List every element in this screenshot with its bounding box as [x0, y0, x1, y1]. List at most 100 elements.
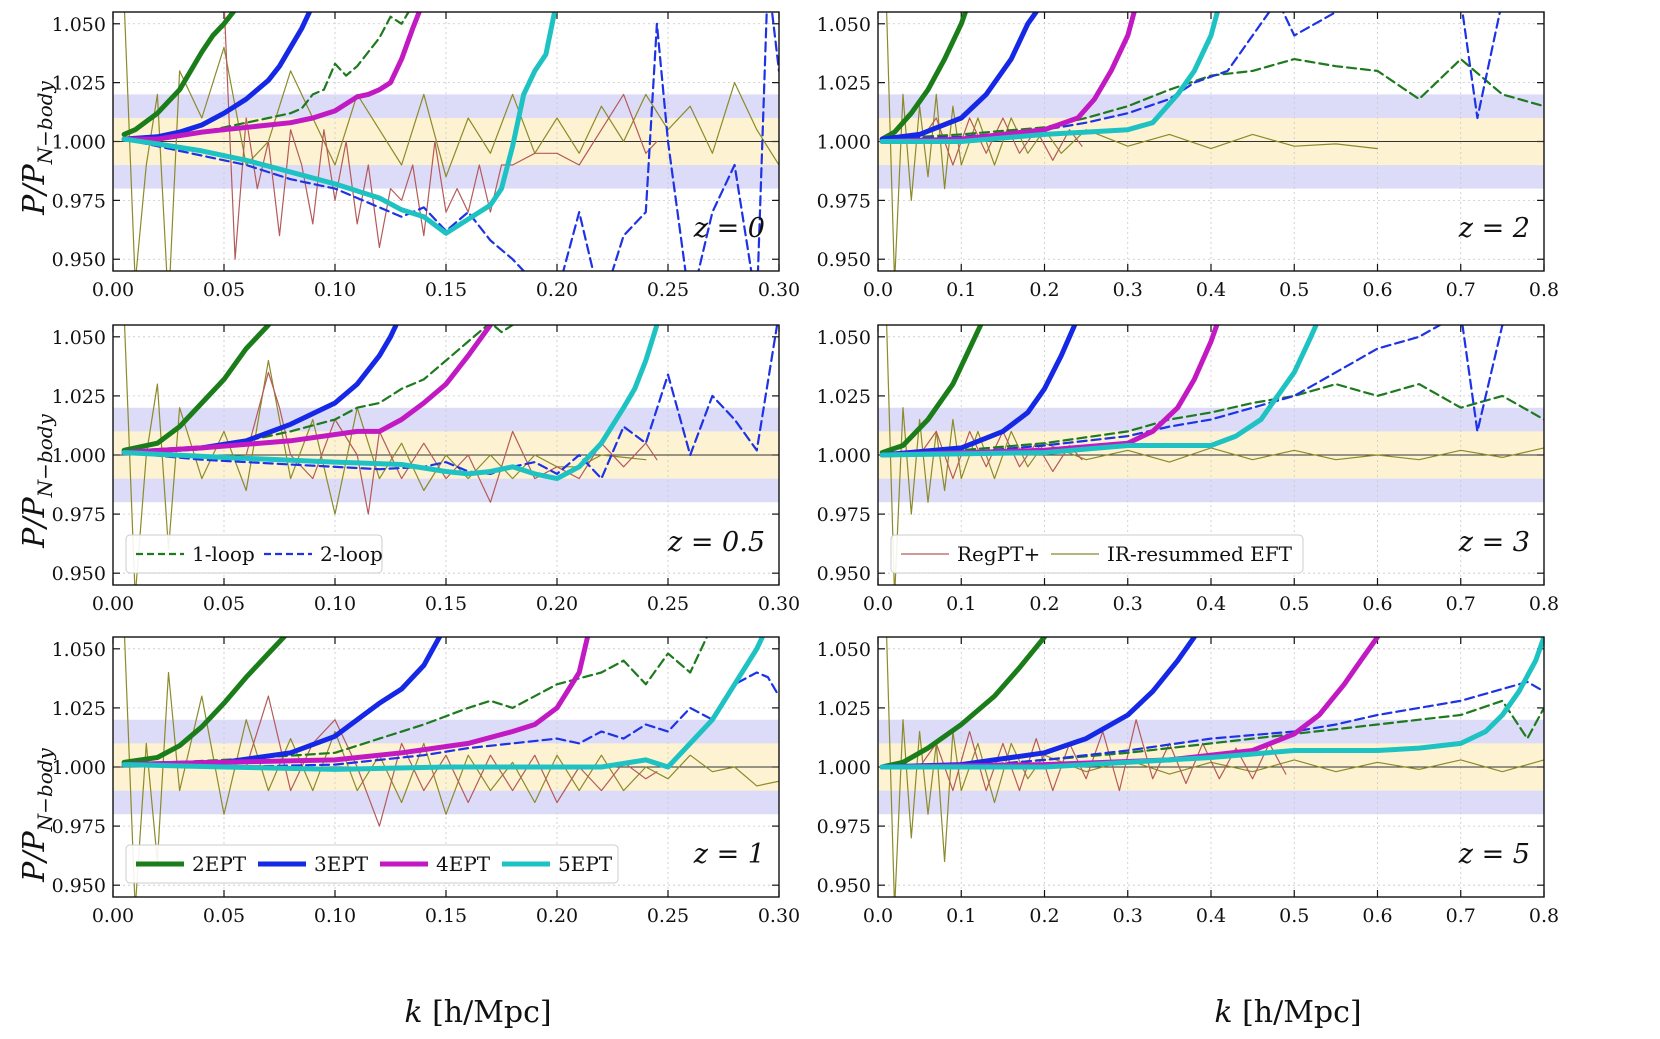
x-tick-label: 0.00: [92, 279, 134, 301]
y-tick-label: 1.025: [52, 73, 106, 95]
legend-loops: 1-loop 2-loop: [125, 534, 383, 574]
series-group: [121, 325, 779, 585]
y-tick-label: 1.025: [817, 386, 871, 408]
y-tick-label: 0.950: [817, 563, 871, 585]
series-ir-resummed-eft: [123, 637, 779, 897]
x-tick-label: 0.8: [1529, 905, 1559, 927]
panel-frame: [112, 636, 780, 898]
x-tick-label: 0.00: [92, 593, 134, 615]
series-2ept: [121, 12, 237, 137]
series-group: [121, 637, 779, 897]
series-regpt: [245, 695, 658, 827]
y-tick-label: 1.025: [817, 698, 871, 720]
x-tick-label: 0.0: [863, 593, 893, 615]
y-axis-label-row3: P/PN−body: [17, 747, 57, 882]
series-group: [121, 12, 779, 271]
x-tick-label: 0.7: [1446, 279, 1476, 301]
x-tick-label: 0.6: [1362, 279, 1392, 301]
y-tick-label: 1.025: [817, 73, 871, 95]
y-tick-label: 1.025: [52, 698, 106, 720]
y-axis-label-row2: P/PN−body: [17, 413, 57, 548]
y-tick-label: 1.000: [52, 132, 106, 154]
series-2ept: [879, 637, 1047, 770]
x-tick-label: 0.00: [92, 905, 134, 927]
x-tick-label: 0.8: [1529, 279, 1559, 301]
series-2-loop: [123, 12, 779, 271]
panel-1: 0.00 0.05 0.10 0.15 0.20 0.25 0.30 0.950 0.975 1.…: [52, 11, 800, 301]
x-tick-label: 0.20: [536, 279, 578, 301]
redshift-label: z = 2: [1458, 213, 1530, 244]
y-tick-label: 1.000: [817, 445, 871, 467]
panel-frame: [877, 11, 1545, 272]
y-tick-label: 0.950: [52, 563, 106, 585]
legend-label-5ept: 5EPT: [558, 852, 613, 876]
y-tick-label: 1.050: [52, 14, 106, 36]
series-2ept: [879, 12, 969, 142]
series-5ept: [121, 12, 558, 236]
redshift-label: z = 1: [693, 839, 765, 870]
x-tick-label: 0.0: [863, 279, 893, 301]
series-regpt: [223, 12, 658, 260]
series-3ept: [879, 12, 1040, 142]
y-tick-label: 1.000: [817, 132, 871, 154]
y-tick-label: 1.000: [52, 445, 106, 467]
legend-label-1-loop: 1-loop: [192, 542, 255, 566]
x-tick-label: 0.3: [1113, 905, 1143, 927]
y-tick-label: 0.975: [817, 190, 871, 212]
svg-text:P/PN−body: P/PN−body: [17, 747, 57, 882]
x-tick-label: 0.2: [1029, 593, 1059, 615]
x-tick-label: 0.30: [758, 593, 800, 615]
legend-thin: RegPT+ IR-resummed EFT: [890, 534, 1304, 574]
y-axis-label-row1: P/PN−body: [17, 80, 57, 215]
panel-6: 0.0 0.1 0.2 0.3 0.4 0.5 0.6 0.7 0.8 0.950 0.975 1.0…: [817, 636, 1559, 927]
svg-text:P/PN−body: P/PN−body: [17, 80, 57, 215]
ylabel-sub: N−body: [33, 413, 57, 498]
redshift-label: z = 5: [1458, 839, 1530, 870]
series-5ept: [121, 325, 660, 482]
x-tick-label: 0.20: [536, 905, 578, 927]
y-tick-label: 1.000: [817, 757, 871, 779]
ylabel-main: P/P: [17, 497, 52, 549]
legend-label-3ept: 3EPT: [314, 852, 369, 876]
x-axis-label-left: k [h/Mpc]: [404, 995, 551, 1030]
x-tick-label: 0.0: [863, 905, 893, 927]
series-1-loop: [123, 325, 515, 454]
series-group: [879, 325, 1544, 585]
y-tick-label: 1.050: [817, 639, 871, 661]
series-2-loop: [881, 680, 1544, 769]
x-tick-label: 0.15: [425, 593, 467, 615]
series-3ept: [879, 325, 1078, 458]
legend-label-regpt: RegPT+: [957, 542, 1040, 566]
legend-label-2-loop: 2-loop: [320, 542, 383, 566]
series-ir-resummed-eft: [886, 12, 1379, 271]
x-tick-label: 0.10: [314, 279, 356, 301]
x-tick-label: 0.4: [1196, 593, 1226, 615]
x-tick-label: 0.5: [1279, 279, 1309, 301]
y-tick-label: 0.950: [817, 249, 871, 271]
x-tick-label: 0.25: [647, 279, 689, 301]
ylabel-sub: N−body: [33, 747, 57, 832]
series-5ept: [879, 12, 1220, 144]
series-1-loop: [123, 12, 410, 141]
legend-label-ir-resummed-eft: IR-resummed EFT: [1107, 542, 1293, 566]
series-1-loop: [123, 637, 709, 766]
x-axis-label-right: k [h/Mpc]: [1214, 995, 1361, 1030]
y-tick-label: 0.950: [52, 875, 106, 897]
x-tick-label: 0.15: [425, 279, 467, 301]
y-tick-label: 1.050: [52, 639, 106, 661]
x-tick-label: 0.10: [314, 593, 356, 615]
x-tick-label: 0.2: [1029, 905, 1059, 927]
series-4ept: [879, 12, 1137, 144]
x-tick-label: 0.4: [1196, 905, 1226, 927]
panel-frame: [112, 11, 780, 272]
x-tick-label: 0.6: [1362, 593, 1392, 615]
panel-2: 0.0 0.1 0.2 0.3 0.4 0.5 0.6 0.7 0.8 0.950 0.975 1.0…: [817, 11, 1559, 301]
y-tick-label: 0.975: [817, 816, 871, 838]
ylabel-sub: N−body: [33, 80, 57, 165]
series-ir-resummed-eft: [886, 637, 1544, 897]
redshift-label: z = 3: [1458, 527, 1530, 558]
y-tick-label: 1.050: [817, 327, 871, 349]
x-tick-label: 0.7: [1446, 593, 1476, 615]
x-tick-label: 0.1: [946, 905, 976, 927]
